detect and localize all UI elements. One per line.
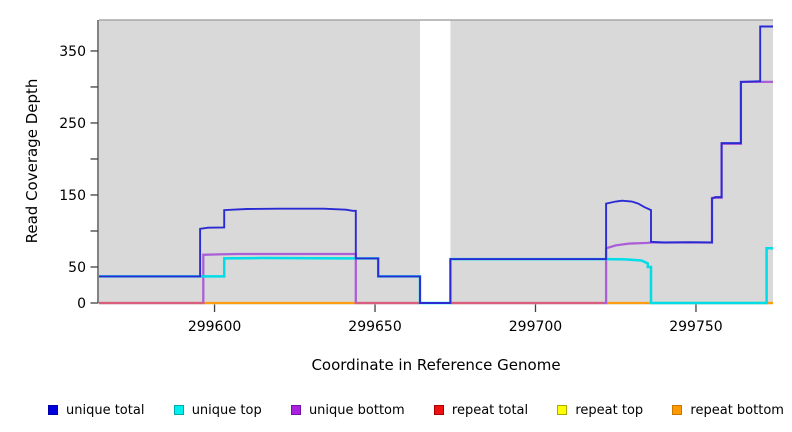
legend-swatch-icon [290,405,301,415]
gap-region [419,20,451,305]
x-tick-label: 299600 [188,319,241,335]
x-tick-label: 299750 [669,319,722,335]
legend-label: unique total [66,402,145,418]
series-unique-total [99,25,773,304]
legend-swatch-icon [557,405,568,415]
legend-swatch-icon [672,405,683,415]
legend-item-unique-top: unique top [173,402,262,418]
legend-swatch-icon [48,405,58,415]
x-tick-label: 299700 [509,319,562,335]
legend-item-repeat-bottom: repeat bottom [672,403,784,418]
x-tick-label: 299650 [348,319,401,335]
legend-label: repeat bottom [690,402,784,418]
y-tick-label: 350 [59,44,86,60]
y-tick-label: 0 [77,296,86,312]
y-axis-title: Read Coverage Depth [23,78,41,244]
legend-label: unique top [191,402,262,418]
legend-item-unique-total: unique total [48,403,144,418]
legend-item-unique-bottom: unique bottom [290,402,405,418]
legend-item-repeat-total: repeat total [433,402,529,418]
legend-item-repeat-top: repeat top [557,403,643,418]
legend-label: unique bottom [308,402,405,418]
y-tick-label: 250 [59,116,86,132]
y-tick-label: 50 [68,260,86,276]
legend-swatch-icon [173,405,184,415]
y-tick-label: 150 [59,188,86,204]
legend: unique total unique top unique bottom repea… [48,399,784,421]
x-axis-title: Coordinate in Reference Genome [311,356,561,374]
legend-swatch-icon [433,405,444,415]
legend-label: repeat total [451,402,529,418]
legend-label: repeat top [575,402,644,418]
